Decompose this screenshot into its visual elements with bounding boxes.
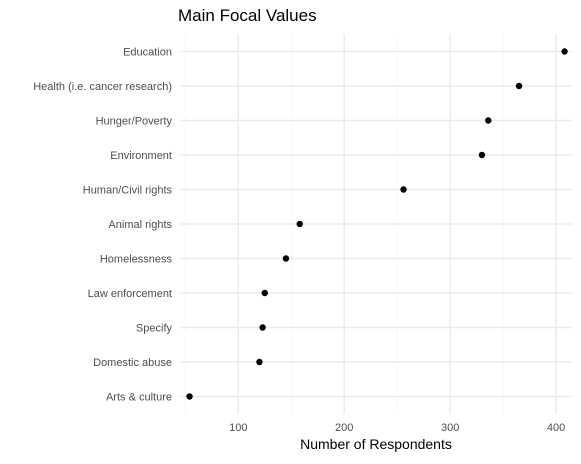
data-point <box>485 117 492 124</box>
x-axis-title: Number of Respondents <box>300 436 452 452</box>
x-tick-label: 300 <box>441 422 459 434</box>
category-label: Domestic abuse <box>93 357 172 369</box>
data-points <box>186 48 568 400</box>
category-label: Arts & culture <box>106 392 172 404</box>
category-label: Environment <box>110 150 172 162</box>
data-point <box>259 324 266 331</box>
data-point <box>515 82 523 90</box>
category-label: Animal rights <box>108 219 172 231</box>
data-point <box>296 220 303 228</box>
grid-layer <box>180 34 572 414</box>
category-label: Human/Civil rights <box>83 185 173 197</box>
x-tick-label: 400 <box>547 422 565 434</box>
x-tick-labels: 100 200 300 400 <box>229 422 565 434</box>
category-label: Education <box>123 47 172 59</box>
data-point <box>261 289 268 297</box>
category-label: Hunger/Poverty <box>96 116 173 128</box>
data-point <box>256 358 263 366</box>
data-point <box>186 393 193 400</box>
category-label: Law enforcement <box>88 288 172 300</box>
data-point <box>478 151 486 159</box>
data-point <box>282 255 290 262</box>
data-point <box>400 186 407 193</box>
chart-title: Main Focal Values <box>178 6 317 25</box>
x-tick-label: 200 <box>335 422 353 434</box>
data-point <box>561 48 568 55</box>
category-labels: Education Health (i.e. cancer research) Hu… <box>33 47 172 404</box>
x-tick-label: 100 <box>229 422 247 434</box>
category-label: Specify <box>136 323 173 335</box>
category-label: Homelessness <box>100 254 173 266</box>
category-label: Health (i.e. cancer research) <box>33 81 172 93</box>
